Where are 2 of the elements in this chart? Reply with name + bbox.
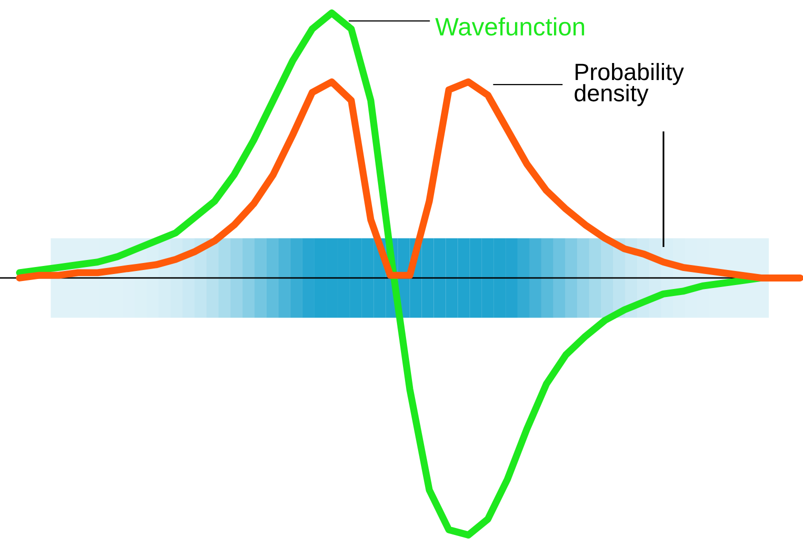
text: Probability density (574, 62, 684, 106)
text: Wavefunction (435, 17, 584, 36)
